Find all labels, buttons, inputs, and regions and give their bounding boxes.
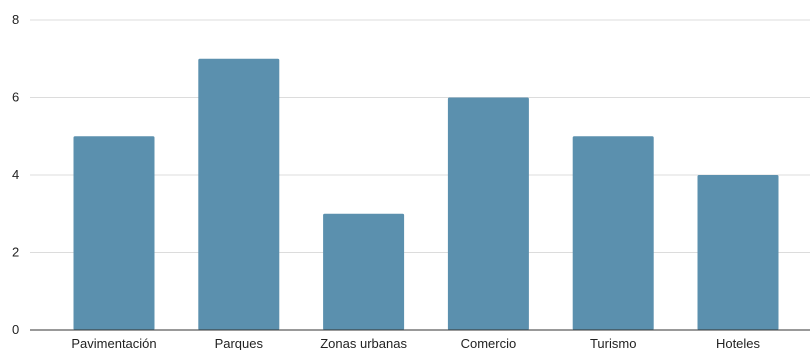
- y-tick-label: 0: [12, 322, 19, 337]
- y-tick-label: 6: [12, 90, 19, 105]
- y-tick-label: 4: [12, 167, 19, 182]
- bar: [323, 213, 405, 330]
- x-category-label: Zonas urbanas: [320, 336, 407, 350]
- y-tick-label: 2: [12, 245, 19, 260]
- x-category-label: Turismo: [590, 336, 636, 350]
- bar: [572, 136, 654, 330]
- y-tick-label: 8: [12, 12, 19, 27]
- x-category-label: Pavimentación: [71, 336, 156, 350]
- x-category-label: Parques: [215, 336, 264, 350]
- bar: [447, 97, 529, 330]
- x-category-label: Comercio: [461, 336, 517, 350]
- x-axis-labels: Pavimentación Parques Zonas urbanas Comerci…: [71, 336, 760, 350]
- bar: [697, 175, 779, 330]
- gridlines: [30, 19, 810, 253]
- bars: [73, 58, 779, 330]
- y-axis-ticks: 0 2 4 6 8: [12, 12, 19, 337]
- x-category-label: Hoteles: [716, 336, 761, 350]
- bar: [73, 136, 155, 330]
- bar: [198, 58, 280, 330]
